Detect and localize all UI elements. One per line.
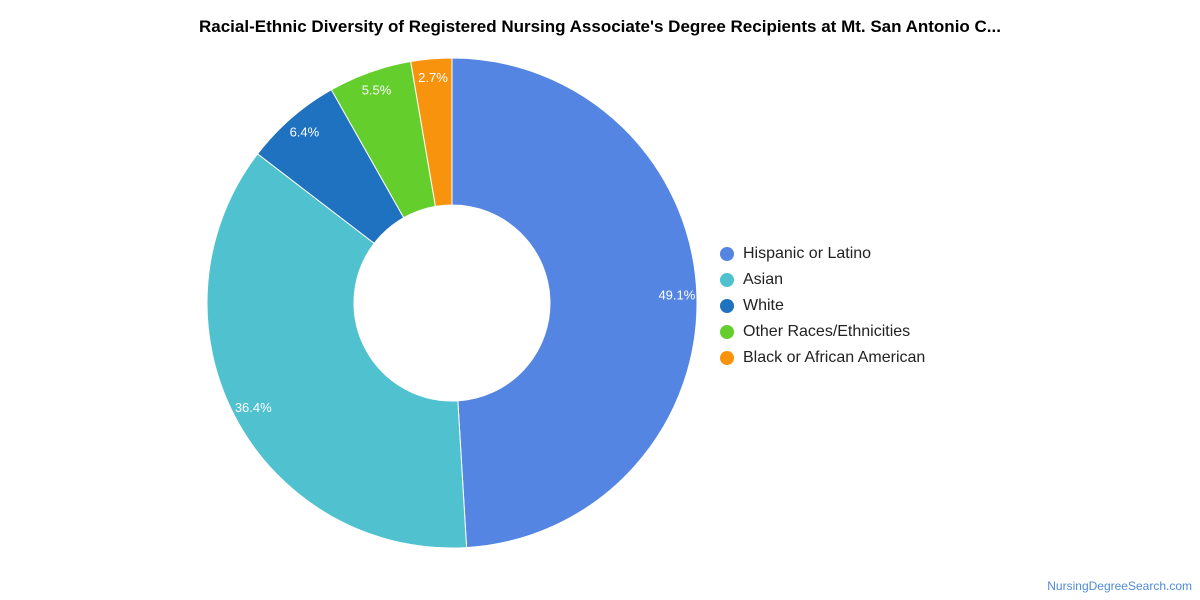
legend-item-other-races-ethnicities[interactable]: Other Races/Ethnicities (720, 319, 925, 345)
legend-swatch (720, 299, 734, 313)
slice-asian[interactable] (206, 153, 468, 549)
slice-label-asian: 36.4% (235, 400, 272, 415)
legend-label: White (743, 297, 784, 314)
legend-swatch (720, 325, 734, 339)
source-credit[interactable]: NursingDegreeSearch.com (1047, 579, 1192, 593)
chart-legend: Hispanic or Latino Asian White Other Races/… (720, 241, 925, 371)
legend-item-asian[interactable]: Asian (720, 267, 925, 293)
slice-black-or-african-american[interactable] (410, 57, 453, 207)
legend-label: Hispanic or Latino (743, 245, 872, 262)
legend-item-white[interactable]: White (720, 293, 925, 319)
slice-hispanic-or-latino[interactable] (451, 57, 698, 549)
legend-swatch (720, 273, 734, 287)
slice-label-black-or-african-american: 2.7% (418, 70, 448, 85)
legend-label: Black or African American (743, 349, 926, 366)
slice-label-hispanic-or-latino: 49.1% (658, 288, 695, 303)
legend-label: Asian (743, 271, 784, 288)
legend-swatch (720, 351, 734, 365)
slice-label-white: 6.4% (290, 125, 320, 140)
legend-item-black-or-african-american[interactable]: Black or African American (720, 345, 925, 371)
legend-item-hispanic-or-latino[interactable]: Hispanic or Latino (720, 241, 925, 267)
legend-swatch (720, 247, 734, 261)
slice-label-other-races-ethnicities: 5.5% (362, 82, 392, 97)
legend-label: Other Races/Ethnicities (743, 323, 911, 340)
chart-title: Racial-Ethnic Diversity of Registered Nu… (199, 17, 1001, 36)
